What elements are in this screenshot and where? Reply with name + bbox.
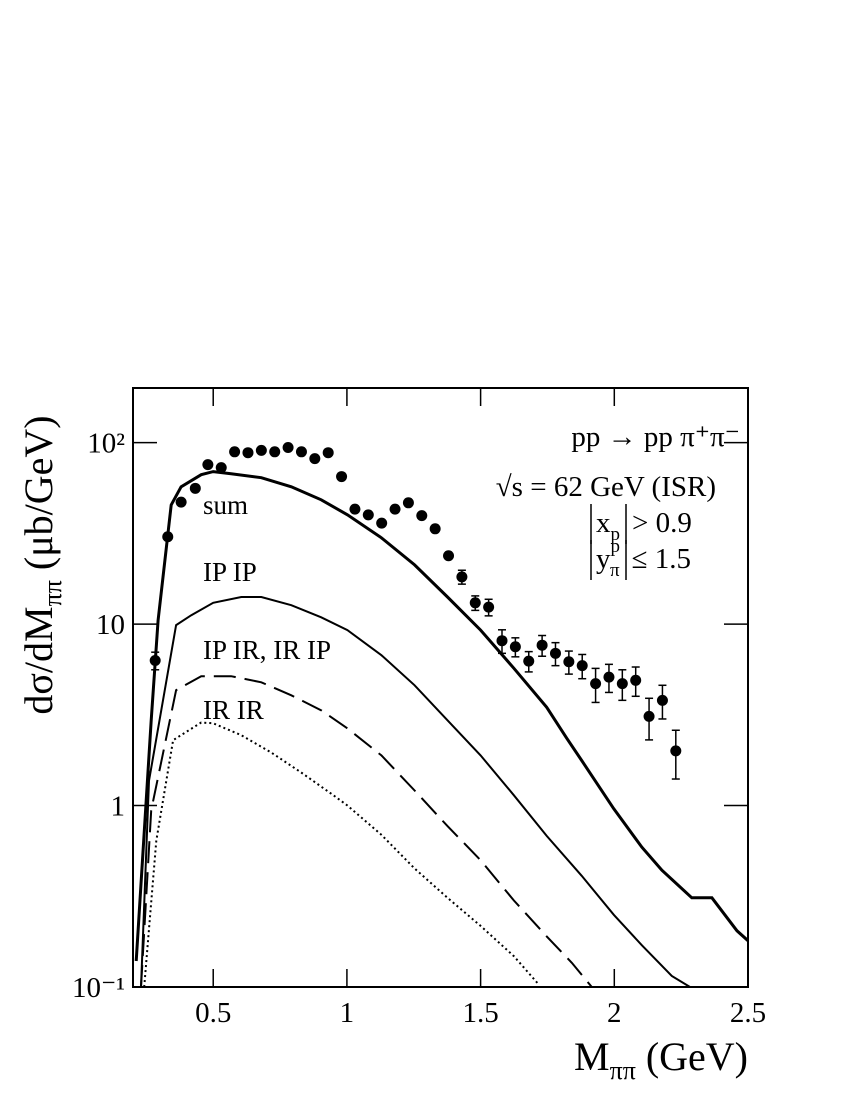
- plot-area: [134, 442, 748, 987]
- data-point: [549, 647, 561, 659]
- data-point: [643, 710, 655, 722]
- cut-variable: y: [596, 543, 611, 575]
- x-axis-label: Mππ (GeV): [574, 1034, 748, 1085]
- x-tick-label: 0.5: [195, 997, 231, 1029]
- y-tick-label: 1: [111, 791, 126, 823]
- data-point: [483, 601, 495, 613]
- cut-subscript: p: [611, 524, 621, 545]
- data-point: [590, 678, 602, 690]
- curve: [140, 596, 691, 987]
- data-point: [322, 447, 334, 459]
- data-point: [189, 482, 201, 494]
- x-axis-label-unit: (GeV): [646, 1034, 748, 1079]
- data-point: [389, 503, 401, 515]
- data-point: [362, 509, 374, 521]
- data-point: [469, 597, 481, 609]
- curve-label: IP IP: [203, 557, 257, 587]
- cut-relation: ≤ 1.5: [632, 543, 691, 575]
- data-point: [416, 510, 428, 522]
- data-point: [309, 453, 321, 465]
- data-point: [456, 571, 468, 583]
- x-tick-label: 2.5: [730, 997, 766, 1029]
- cut-variable: x: [596, 507, 611, 539]
- data-point: [175, 496, 187, 508]
- cut-superscript: p: [611, 536, 621, 557]
- cut-annotation: xp > 0.9: [596, 507, 692, 545]
- data-point: [255, 444, 267, 456]
- data-point: [616, 678, 628, 690]
- y-axis-label-unit: (μb/GeV): [16, 415, 61, 570]
- data-point: [349, 503, 361, 515]
- data-point: [563, 656, 575, 668]
- y-axis-label-main: dσ/dM: [16, 606, 61, 714]
- x-tick-label: 2: [607, 997, 622, 1029]
- data-point: [229, 446, 241, 458]
- process-annotation: pp → pp π⁺π⁻: [571, 421, 740, 453]
- curve: [134, 470, 748, 962]
- data-point: [496, 635, 508, 647]
- data-point: [603, 671, 615, 683]
- cut-relation: > 0.9: [632, 507, 692, 539]
- data-point: [536, 639, 548, 651]
- data-point: [402, 497, 414, 509]
- x-axis-label-main: M: [574, 1034, 610, 1079]
- data-point: [630, 674, 642, 686]
- data-point: [269, 446, 281, 458]
- y-tick-label: 10²: [87, 428, 125, 460]
- cut-subscript: π: [610, 560, 620, 581]
- curve-label: sum: [203, 490, 248, 520]
- plot-frame: [132, 387, 749, 988]
- y-axis-label-sub: ππ: [38, 580, 67, 606]
- data-point: [509, 641, 521, 653]
- curve: [140, 675, 593, 987]
- curve-label: IP IR, IR IP: [203, 635, 331, 665]
- cut-annotation: yp π ≤ 1.5: [596, 536, 691, 581]
- data-point: [242, 447, 254, 459]
- data-point: [523, 655, 535, 667]
- data-point: [670, 745, 682, 757]
- data-point: [443, 550, 455, 562]
- x-axis-label-sub: ππ: [610, 1056, 636, 1085]
- data-point: [376, 517, 388, 529]
- data-point: [429, 523, 441, 535]
- x-tick-label: 1.5: [462, 997, 498, 1029]
- data-point: [282, 442, 294, 454]
- curve: [143, 721, 539, 987]
- y-axis-label: dσ/dMππ (μb/GeV): [16, 415, 67, 714]
- x-tick-label: 1: [340, 997, 355, 1029]
- data-point: [336, 471, 348, 483]
- data-point: [295, 446, 307, 458]
- y-tick-label: 10: [96, 609, 125, 641]
- data-point: [215, 462, 227, 474]
- data-point: [656, 694, 668, 706]
- y-tick-label: 10⁻¹: [72, 972, 125, 1004]
- data-point: [576, 660, 588, 672]
- curve-label: IR IR: [203, 695, 264, 725]
- energy-annotation: √s = 62 GeV (ISR): [496, 471, 716, 503]
- data-point: [202, 459, 214, 471]
